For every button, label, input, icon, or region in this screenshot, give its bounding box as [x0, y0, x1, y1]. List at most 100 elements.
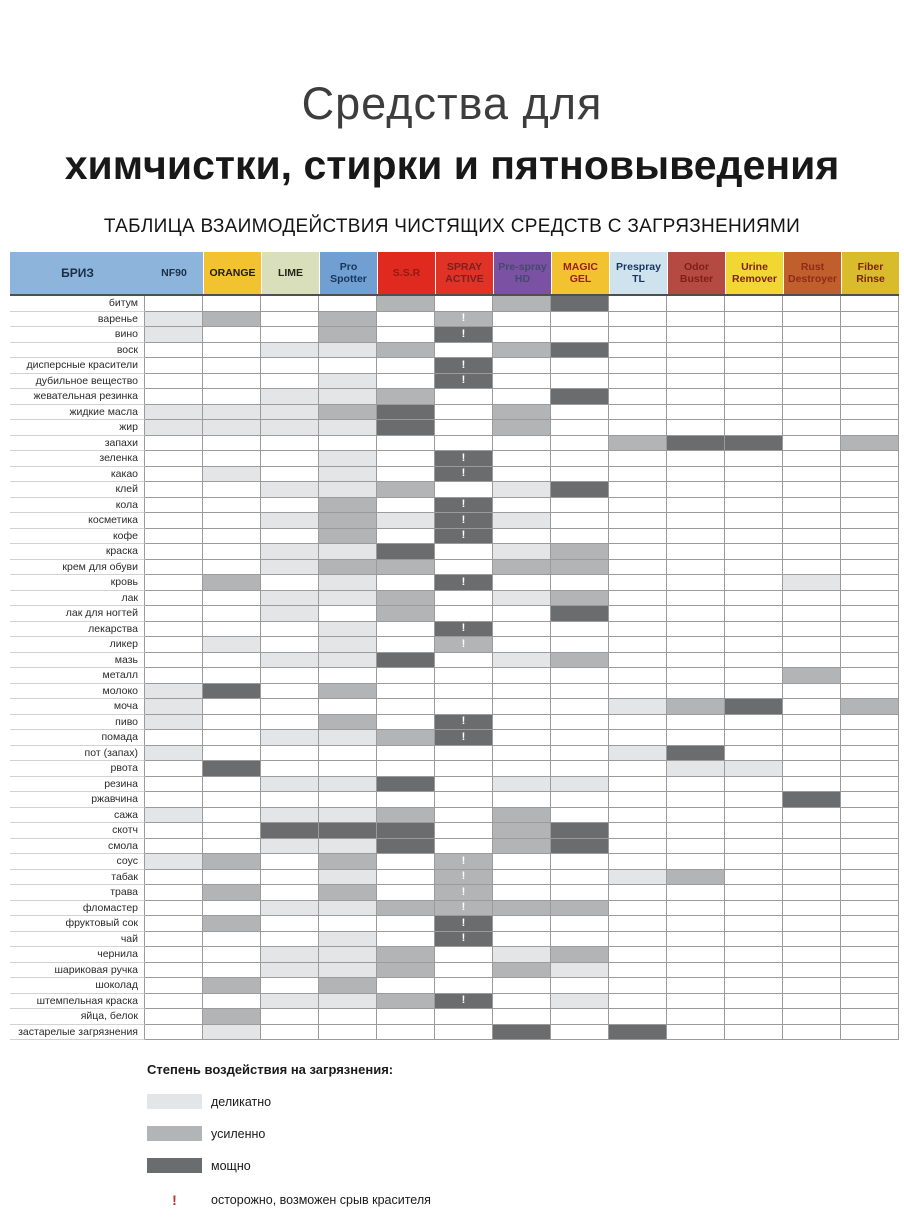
matrix-cell — [493, 528, 551, 544]
table-row: кофе! — [10, 528, 899, 544]
matrix-cell — [609, 978, 667, 994]
matrix-cell — [435, 776, 493, 792]
row-label: какао — [10, 466, 145, 482]
matrix-cell — [667, 575, 725, 591]
matrix-cell — [145, 730, 203, 746]
matrix-cell — [377, 559, 435, 575]
matrix-cell — [551, 1009, 609, 1025]
matrix-cell — [667, 497, 725, 513]
matrix-cell — [319, 792, 377, 808]
matrix-cell — [203, 590, 261, 606]
table-row: ржавчина — [10, 792, 899, 808]
matrix-cell — [203, 311, 261, 327]
matrix-cell — [377, 637, 435, 653]
matrix-cell — [493, 311, 551, 327]
matrix-cell — [493, 435, 551, 451]
matrix-cell — [609, 559, 667, 575]
matrix-cell — [493, 993, 551, 1009]
matrix-cell — [493, 668, 551, 684]
matrix-cell — [667, 900, 725, 916]
caution-mark: ! — [461, 451, 466, 464]
table-row: резина — [10, 776, 899, 792]
matrix-cell — [377, 916, 435, 932]
matrix-cell — [435, 420, 493, 436]
matrix-cell — [319, 730, 377, 746]
matrix-cell — [493, 559, 551, 575]
matrix-cell — [551, 699, 609, 715]
caution-mark: ! — [461, 885, 466, 898]
matrix-cell — [435, 482, 493, 498]
matrix-cell — [493, 621, 551, 637]
matrix-cell — [725, 1009, 783, 1025]
table-row: крем для обуви — [10, 559, 899, 575]
matrix-cell — [667, 342, 725, 358]
matrix-cell — [725, 838, 783, 854]
matrix-cell — [203, 869, 261, 885]
row-label: клей — [10, 482, 145, 498]
matrix-cell — [493, 466, 551, 482]
matrix-cell — [377, 482, 435, 498]
matrix-cell — [145, 652, 203, 668]
table-subtitle: ТАБЛИЦА ВЗАИМОДЕЙСТВИЯ ЧИСТЯЩИХ СРЕДСТВ … — [103, 216, 801, 237]
matrix-cell — [261, 513, 319, 529]
page-title-line2: химчистки, стирки и пятновыведения — [64, 142, 840, 188]
matrix-cell — [261, 435, 319, 451]
matrix-cell — [145, 776, 203, 792]
matrix-cell — [377, 373, 435, 389]
matrix-cell — [551, 900, 609, 916]
matrix-cell — [841, 978, 899, 994]
matrix-cell — [841, 606, 899, 622]
matrix-cell — [435, 606, 493, 622]
matrix-cell — [783, 575, 841, 591]
matrix-cell — [435, 947, 493, 963]
matrix-cell — [667, 528, 725, 544]
matrix-cell — [261, 869, 319, 885]
matrix-cell — [319, 435, 377, 451]
matrix-cell — [609, 838, 667, 854]
caution-mark: ! — [461, 467, 466, 480]
row-label: мазь — [10, 652, 145, 668]
matrix-cell — [841, 497, 899, 513]
matrix-cell — [493, 931, 551, 947]
matrix-cell — [319, 544, 377, 560]
matrix-cell — [667, 807, 725, 823]
matrix-cell — [783, 621, 841, 637]
matrix-cell — [145, 513, 203, 529]
matrix-cell — [261, 575, 319, 591]
matrix-cell — [435, 761, 493, 777]
matrix-cell — [551, 497, 609, 513]
caution-mark: ! — [461, 312, 466, 325]
matrix-cell — [145, 854, 203, 870]
matrix-cell — [783, 978, 841, 994]
matrix-cell — [609, 652, 667, 668]
matrix-cell — [377, 296, 435, 312]
matrix-cell — [203, 668, 261, 684]
matrix-cell — [377, 590, 435, 606]
matrix-cell — [667, 451, 725, 467]
matrix-cell — [841, 404, 899, 420]
column-header-rust-destroyer: Rust Destroyer — [783, 252, 841, 294]
matrix-cell — [261, 931, 319, 947]
matrix-cell — [667, 714, 725, 730]
matrix-cell — [609, 792, 667, 808]
table-row: мазь — [10, 652, 899, 668]
matrix-cell — [725, 497, 783, 513]
matrix-cell — [377, 1009, 435, 1025]
matrix-cell — [145, 435, 203, 451]
matrix-cell — [319, 358, 377, 374]
matrix-cell — [667, 637, 725, 653]
row-label: пиво — [10, 714, 145, 730]
matrix-cell — [841, 342, 899, 358]
table-row: моча — [10, 699, 899, 715]
legend-item: деликатно — [147, 1094, 904, 1109]
matrix-cell — [261, 637, 319, 653]
matrix-cell — [667, 993, 725, 1009]
caution-mark: ! — [461, 529, 466, 542]
matrix-cell — [667, 869, 725, 885]
matrix-cell — [145, 683, 203, 699]
matrix-cell — [493, 947, 551, 963]
matrix-cell — [261, 916, 319, 932]
column-header-nf90: NF90 — [145, 252, 203, 294]
matrix-cell — [203, 714, 261, 730]
matrix-cell — [203, 792, 261, 808]
